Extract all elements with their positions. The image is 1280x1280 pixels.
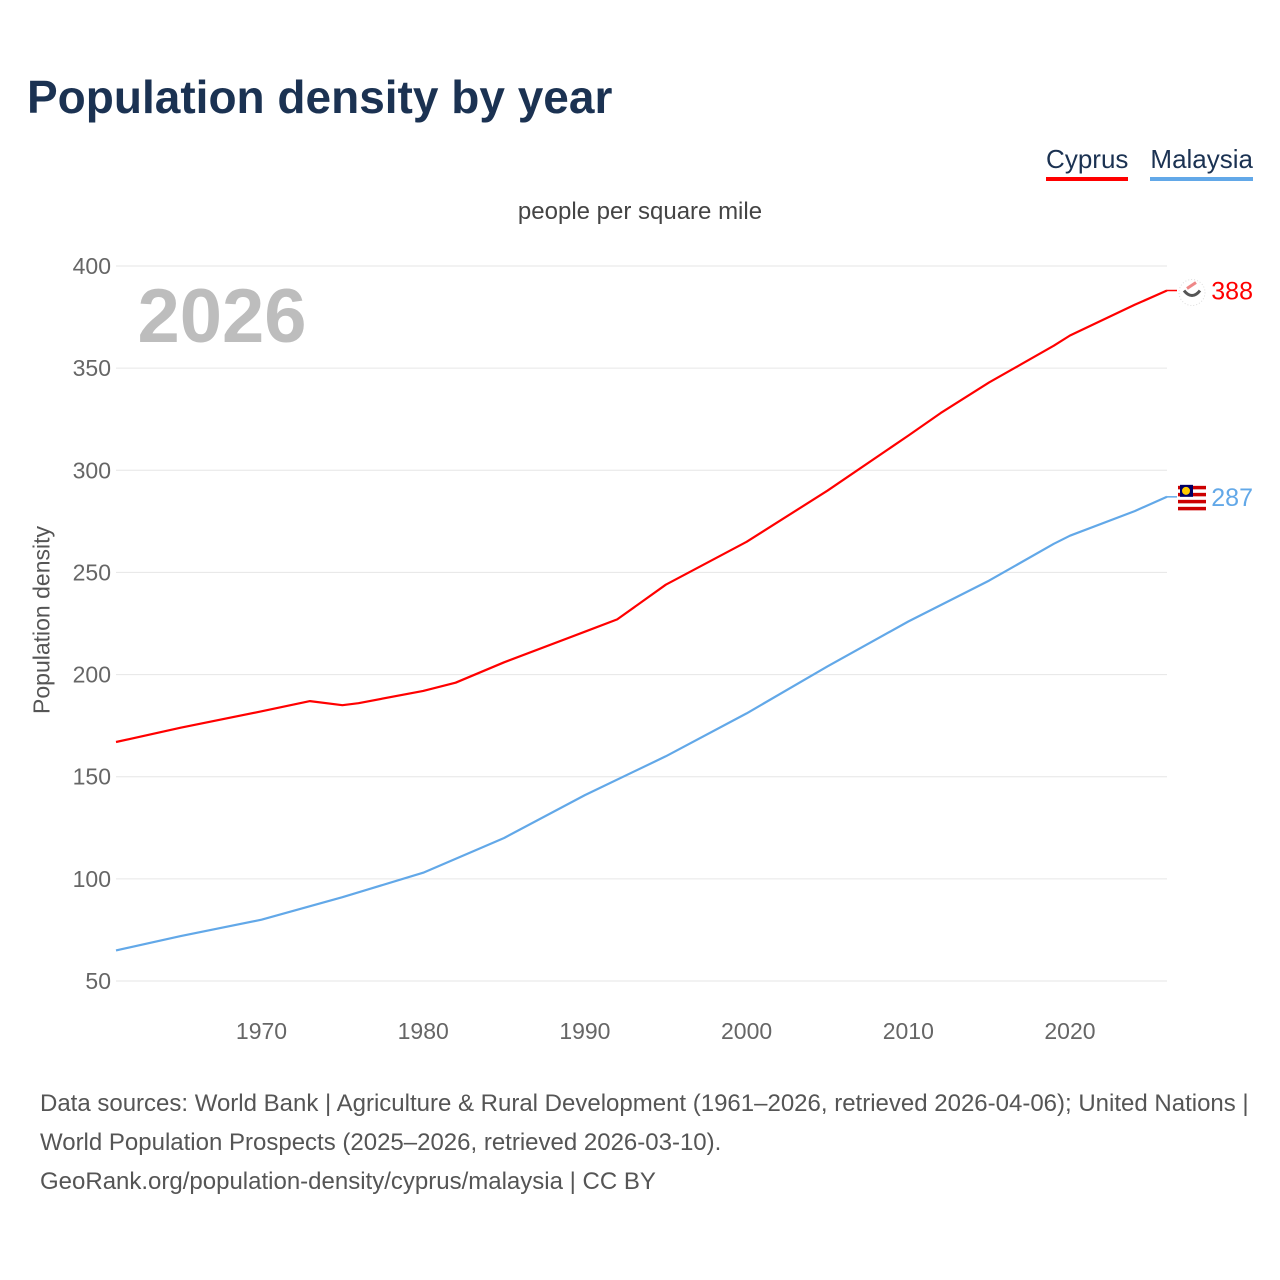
x-tick-label: 2010 — [883, 1018, 934, 1044]
y-tick-label: 150 — [73, 764, 111, 790]
y-tick-label: 200 — [73, 662, 111, 688]
page-title: Population density by year — [27, 71, 613, 123]
end-value-label: 388 — [1211, 278, 1253, 306]
legend-item-cyprus[interactable]: Cyprus — [1046, 144, 1129, 181]
chart-subtitle: people per square mile — [517, 198, 763, 225]
malaysia-flag-crescent — [1182, 486, 1190, 495]
year-label: 2026 — [137, 274, 306, 359]
y-tick-label: 400 — [73, 253, 111, 279]
footer: Data sources: World Bank | Agriculture &… — [40, 1084, 1250, 1201]
series-line-malaysia — [115, 495, 1168, 952]
x-tick-label: 1980 — [398, 1018, 449, 1044]
x-tick-label: 1970 — [236, 1018, 287, 1044]
x-tick-label: 2020 — [1044, 1018, 1095, 1044]
malaysia-flag-stripe — [1178, 499, 1206, 504]
data-sources: Data sources: World Bank | Agriculture &… — [40, 1090, 1249, 1156]
y-tick-label: 100 — [73, 866, 111, 892]
y-tick-label: 250 — [73, 559, 111, 585]
legend: Cyprus Malaysia — [1046, 144, 1253, 181]
y-tick-label: 350 — [73, 355, 111, 381]
cyprus-flag-icon — [1178, 279, 1206, 307]
cyprus-flag-map-icon — [1186, 281, 1197, 290]
series-line-cyprus — [115, 289, 1168, 744]
x-tick-label: 1990 — [559, 1018, 610, 1044]
end-value-label: 287 — [1211, 484, 1253, 512]
malaysia-flag-stripe — [1178, 506, 1206, 511]
y-tick-label: 300 — [73, 457, 111, 483]
cyprus-flag-branch-icon — [1182, 289, 1202, 297]
x-tick-label: 2000 — [721, 1018, 772, 1044]
source-link[interactable]: GeoRank.org/population-density/cyprus/ma… — [40, 1168, 656, 1195]
legend-item-malaysia[interactable]: Malaysia — [1150, 144, 1253, 181]
y-tick-label: 50 — [85, 968, 111, 994]
